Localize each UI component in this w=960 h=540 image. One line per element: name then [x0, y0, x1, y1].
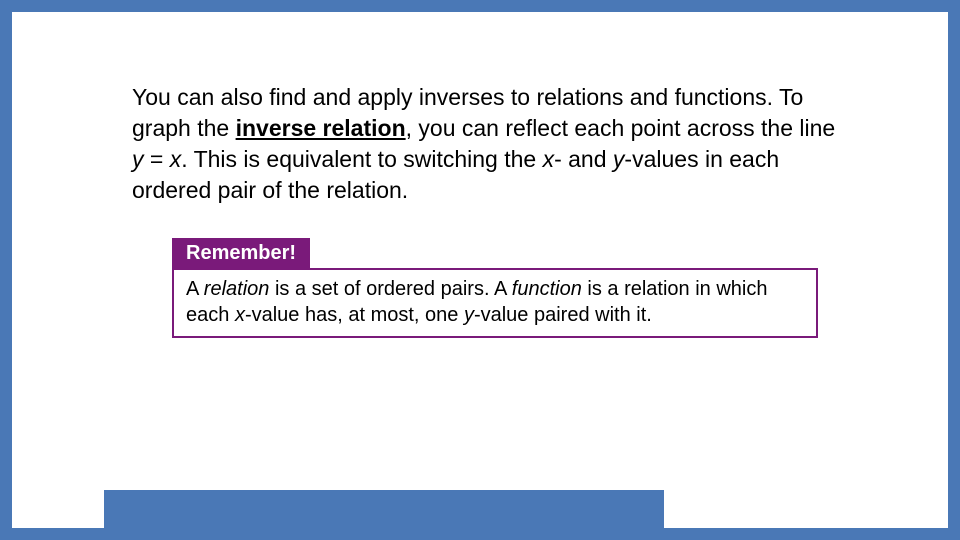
text-run: =	[144, 146, 170, 172]
remember-label: Remember!	[172, 238, 310, 269]
text-run: , you can reflect each point across the …	[406, 115, 836, 141]
remember-body: A relation is a set of ordered pairs. A …	[172, 268, 818, 338]
text-run: is a set of ordered pairs. A	[269, 278, 511, 300]
main-paragraph: You can also find and apply inverses to …	[132, 82, 838, 206]
term-relation: relation	[204, 278, 270, 300]
text-run: . This is equivalent to switching the	[181, 146, 542, 172]
var-x: x	[170, 146, 182, 172]
text-run: A	[186, 278, 204, 300]
bottom-accent-bar	[104, 490, 664, 528]
text-run: -value paired with it.	[474, 304, 652, 326]
term-function: function	[512, 278, 582, 300]
text-run: - and	[554, 146, 613, 172]
term-inverse-relation: inverse relation	[236, 115, 406, 141]
var-y: y	[132, 146, 144, 172]
var-x: x	[543, 146, 555, 172]
remember-callout: Remember! A relation is a set of ordered…	[172, 238, 818, 338]
slide-frame: You can also find and apply inverses to …	[0, 0, 960, 540]
var-x: x	[235, 304, 245, 326]
var-y: y	[613, 146, 625, 172]
var-y: y	[464, 304, 474, 326]
content-area: You can also find and apply inverses to …	[12, 12, 948, 358]
text-run: -value has, at most, one	[245, 304, 464, 326]
